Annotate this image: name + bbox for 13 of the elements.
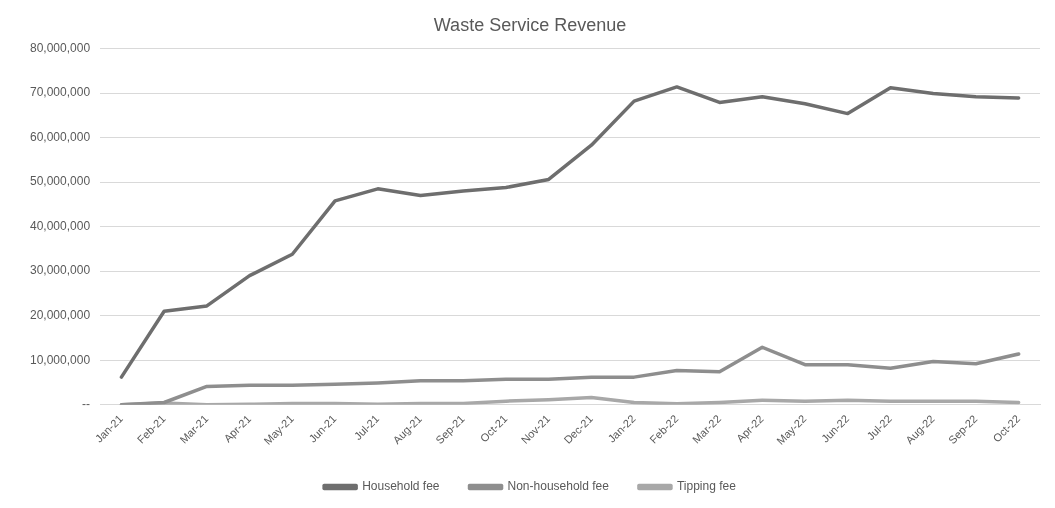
y-tick-label: 70,000,000 (30, 85, 91, 100)
y-tick-label: 20,000,000 (30, 308, 91, 323)
chart-title: Waste Service Revenue (433, 14, 627, 35)
legend-label: Non-household fee (507, 479, 610, 494)
y-tick-label: 30,000,000 (30, 263, 91, 278)
legend-label: Household fee (362, 479, 440, 494)
y-tick-label: -- (82, 397, 91, 412)
y-tick-label: 50,000,000 (30, 174, 91, 189)
y-tick-label: 40,000,000 (30, 218, 91, 233)
y-tick-label: 60,000,000 (30, 129, 91, 144)
y-tick-label: 80,000,000 (30, 40, 91, 55)
legend-label: Tipping fee (676, 479, 737, 494)
y-tick-label: 10,000,000 (30, 352, 91, 367)
